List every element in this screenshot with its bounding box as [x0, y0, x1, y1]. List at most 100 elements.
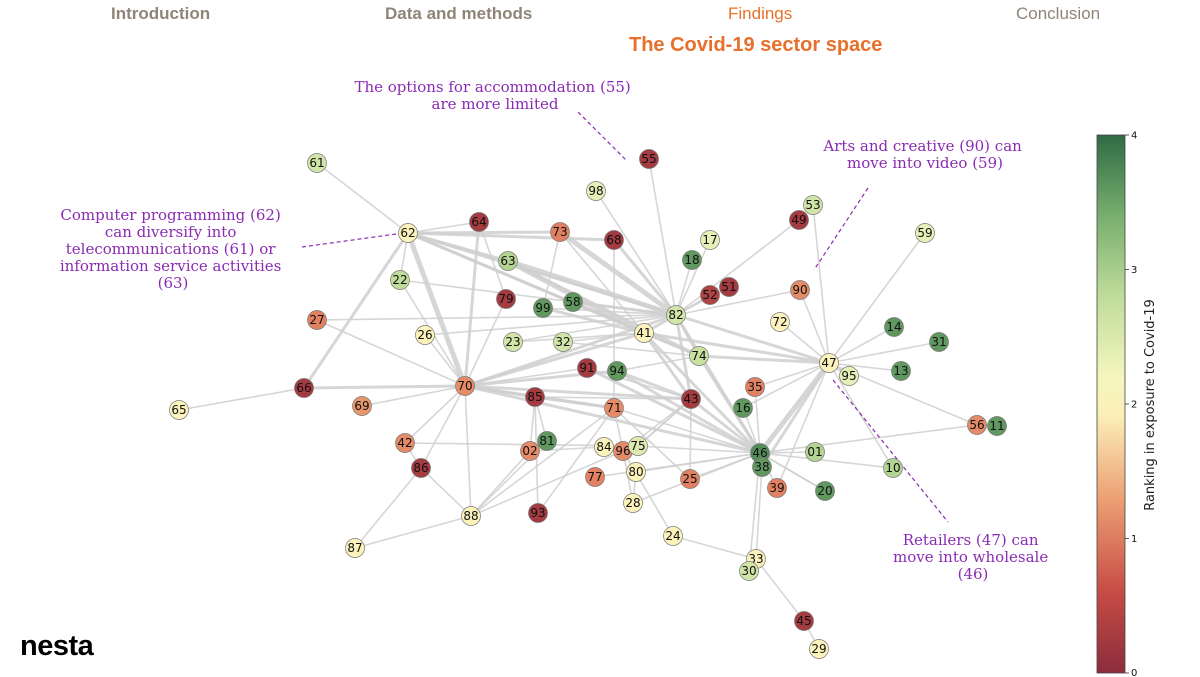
node-circle-42 — [395, 433, 415, 453]
node-label-27: 27 — [309, 313, 324, 327]
node-label-52: 52 — [702, 288, 717, 302]
node-label-38: 38 — [754, 460, 769, 474]
edge-47-16 — [742, 362, 830, 409]
node-circle-79 — [496, 289, 516, 309]
node-42: 42 — [395, 433, 415, 453]
node-circle-53 — [803, 195, 823, 215]
edge-70-66 — [303, 384, 466, 390]
edge-47-35 — [754, 362, 830, 388]
node-label-55: 55 — [641, 152, 656, 166]
node-label-82: 82 — [668, 308, 683, 322]
node-29: 29 — [809, 639, 829, 659]
node-56: 56 — [967, 415, 987, 435]
node-circle-28 — [623, 493, 643, 513]
edge-79-70 — [464, 298, 507, 387]
node-label-32: 32 — [555, 335, 570, 349]
node-circle-29 — [809, 639, 829, 659]
node-label-95: 95 — [841, 369, 856, 383]
node-45: 45 — [794, 611, 814, 631]
node-circle-65 — [169, 400, 189, 420]
edge-71-25 — [613, 407, 691, 480]
node-94: 94 — [607, 361, 627, 381]
nesta-logo: nesta — [20, 630, 94, 662]
edge-59-47 — [828, 232, 926, 364]
annotation-line: The options for accommodation (55) — [354, 78, 630, 96]
edge-layer — [178, 158, 998, 650]
edge-47-38 — [760, 362, 831, 468]
node-20: 20 — [815, 481, 835, 501]
node-circle-80 — [626, 462, 646, 482]
annotation-line: information service activities — [60, 257, 282, 275]
node-circle-43 — [681, 389, 701, 409]
edge-62-64 — [407, 221, 480, 234]
edge-99-41 — [542, 306, 645, 335]
node-87: 87 — [345, 538, 365, 558]
edge-88-87 — [354, 515, 472, 549]
node-circle-23 — [503, 332, 523, 352]
node-51: 51 — [719, 277, 739, 297]
node-label-46: 46 — [752, 446, 767, 460]
node-circle-73 — [550, 222, 570, 242]
node-circle-35 — [745, 377, 765, 397]
annotation-line: Computer programming (62) — [60, 206, 280, 224]
edge-41-70 — [464, 331, 645, 388]
node-label-47: 47 — [821, 356, 836, 370]
node-32: 32 — [553, 332, 573, 352]
node-circle-47 — [819, 353, 839, 373]
callout-lines — [301, 111, 949, 523]
nav-conclusion[interactable]: Conclusion — [1016, 4, 1101, 23]
annotation-line: Retailers (47) can — [903, 531, 1039, 549]
node-25: 25 — [680, 469, 700, 489]
node-circle-39 — [767, 478, 787, 498]
node-circle-17 — [700, 230, 720, 250]
callout-line-computer — [301, 233, 397, 248]
node-93: 93 — [528, 503, 548, 523]
node-64: 64 — [469, 212, 489, 232]
nav-introduction[interactable]: Introduction — [111, 4, 211, 23]
edge-96-88 — [470, 450, 624, 517]
node-label-17: 17 — [702, 233, 717, 247]
node-circle-70 — [455, 376, 475, 396]
node-circle-22 — [390, 270, 410, 290]
edge-27-82 — [316, 314, 677, 321]
node-26: 26 — [415, 325, 435, 345]
annotation-line: are more limited — [432, 95, 559, 113]
node-41: 41 — [634, 323, 654, 343]
annotation-layer: The options for accommodation (55) are m… — [60, 78, 1048, 583]
node-58: 58 — [563, 292, 583, 312]
node-65: 65 — [169, 400, 189, 420]
nav-data-and-methods[interactable]: Data and methods — [385, 4, 533, 23]
node-circle-90 — [790, 280, 810, 300]
node-label-79: 79 — [498, 292, 513, 306]
node-label-45: 45 — [796, 614, 811, 628]
node-circle-86 — [411, 458, 431, 478]
node-label-74: 74 — [691, 349, 706, 363]
node-label-28: 28 — [625, 496, 640, 510]
node-95: 95 — [839, 366, 859, 386]
node-circle-71 — [604, 398, 624, 418]
node-84: 84 — [594, 437, 614, 457]
node-label-30: 30 — [741, 564, 756, 578]
node-circle-58 — [563, 292, 583, 312]
node-28: 28 — [623, 493, 643, 513]
node-label-69: 69 — [354, 399, 369, 413]
nav-findings[interactable]: Findings — [728, 4, 793, 23]
node-10: 10 — [883, 458, 903, 478]
node-88: 88 — [461, 506, 481, 526]
node-label-01: 01 — [807, 445, 822, 459]
node-68: 68 — [604, 230, 624, 250]
node-80: 80 — [626, 462, 646, 482]
node-43: 43 — [681, 389, 701, 409]
edge-91-43 — [586, 367, 692, 400]
annotation-line: (63) — [158, 274, 189, 292]
node-circle-85 — [525, 387, 545, 407]
edge-42-70 — [404, 385, 466, 444]
edge-63-82 — [507, 258, 677, 318]
annotation-line: can diversify into — [105, 223, 237, 241]
node-label-14: 14 — [886, 320, 901, 334]
node-75: 75 — [628, 436, 648, 456]
node-circle-91 — [577, 358, 597, 378]
node-label-51: 51 — [721, 280, 736, 294]
node-label-87: 87 — [347, 541, 362, 555]
